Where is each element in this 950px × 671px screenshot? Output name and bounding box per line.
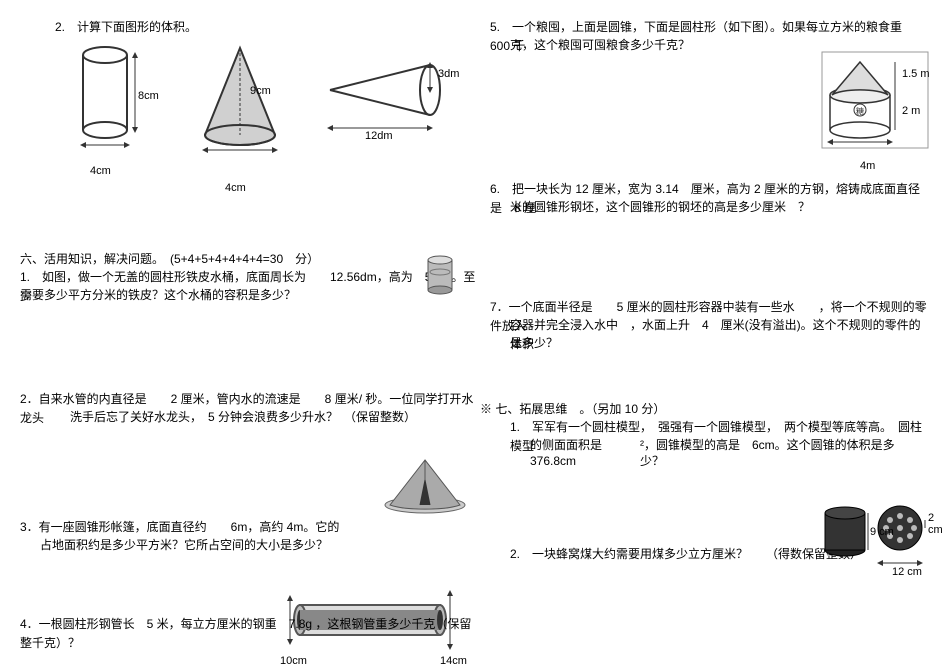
q6-2b: 洗手后忘了关好水龙头， 5 分钟会浪费多少升水？ （保留整数）	[70, 408, 416, 427]
q7-1e: 少？	[640, 452, 664, 471]
q6-3b: 占地面积约是多少平方米？它所占空间的大小是多少？	[40, 536, 328, 555]
fig-cone-side: 3dm 12dm	[320, 50, 460, 140]
coal-h-label: 9 cm	[870, 526, 894, 538]
fig-silo: 糖 1.5 m 2 m	[820, 50, 930, 150]
cone2-l-label: 12dm	[365, 130, 393, 142]
fig-cone: 9cm	[190, 40, 290, 160]
silo-h2-label: 2 m	[902, 105, 920, 117]
q2-title: 2. 计算下面图形的体积。	[55, 18, 197, 37]
q6-3a: 3．有一座圆锥形帐篷，底面直径约 6m，高约 4m。它的	[20, 518, 339, 537]
fig-cylinder: 8cm	[70, 40, 150, 150]
sec7-title: ※ 七、拓展思维 。（另加 10 分）	[480, 400, 665, 419]
cone-h-label: 9cm	[250, 85, 271, 97]
pipe-id-label: 10cm	[280, 655, 307, 667]
sec6-title: 六、活用知识，解决问题。 (5+4+5+4+4+4+4=30 分）	[20, 250, 319, 269]
q7c: 是多少？	[510, 334, 558, 353]
cyl-d-label: 4cm	[90, 165, 111, 177]
cone-d-label: 4cm	[225, 182, 246, 194]
cone2-r-label: 3dm	[438, 68, 459, 80]
cyl-h-label: 8cm	[138, 90, 159, 102]
q7-2: 2. 一块蜂窝煤大约需要用煤多少立方厘米？ （得数保留整数）	[510, 545, 862, 564]
coal-h2-label: 2 cm	[928, 512, 943, 536]
silo-h1-label: 1.5 m	[902, 68, 930, 80]
q6-1b: 需要多少平方分米的铁皮？这个水桶的容积是多少？	[20, 286, 296, 305]
silo-d-label: 4m	[860, 160, 875, 172]
q7-1d: 376.8cm	[530, 452, 576, 471]
svg-text:糖: 糖	[856, 106, 864, 116]
q6b: 米的圆锥形钢坯，这个圆锥形的钢坯的高是多少厘米 ？	[510, 198, 810, 217]
fig-coal: 9 cm 2 cm 12 cm	[820, 498, 940, 583]
q5b: 克，这个粮囤可囤粮食多少千克？	[510, 36, 690, 55]
fig-bucket	[420, 252, 460, 297]
fig-tent	[380, 455, 470, 515]
q7b: 容器并完全浸入水中 ，水面上升 4 厘米(没有溢出)。这个不规则的零件的体积	[510, 316, 930, 354]
q6-4: 4．一根圆柱形钢管长 5 米，每立方厘米的钢重 7.8g ，这根钢管重多少千克（…	[20, 615, 480, 653]
pipe-od-label: 14cm	[440, 655, 467, 667]
coal-d-label: 12 cm	[892, 566, 922, 578]
q7-1c: ²，圆锥模型的高是 6cm。这个圆锥的体积是多	[640, 436, 895, 455]
